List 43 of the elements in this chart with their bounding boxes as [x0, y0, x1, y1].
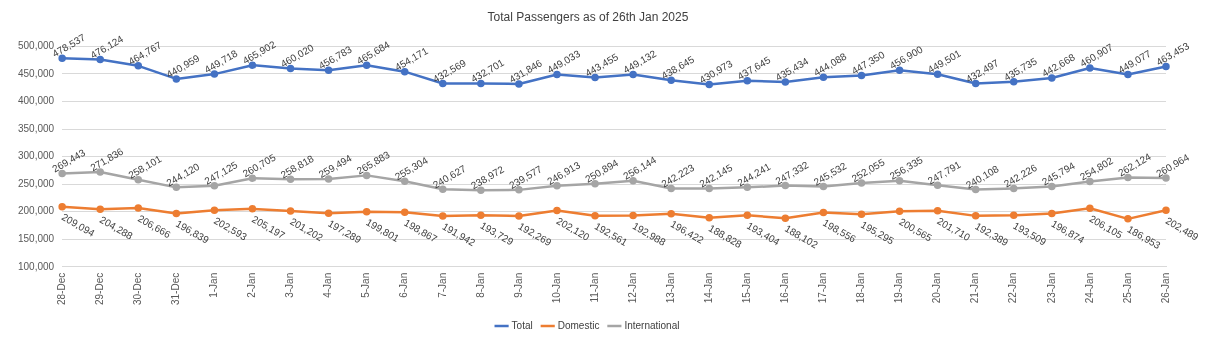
x-tick-label: 2-Jan — [246, 272, 258, 298]
x-tick-label: 5-Jan — [360, 272, 372, 298]
chart-title: Total Passengers as of 26th Jan 2025 — [487, 9, 689, 24]
y-tick-label: 500,000 — [17, 40, 55, 52]
x-tick-label: 11-Jan — [588, 272, 600, 303]
y-tick-label: 150,000 — [17, 232, 55, 244]
x-tick-label: 19-Jan — [893, 272, 905, 304]
legend-label: Total — [511, 319, 533, 331]
x-tick-label: 21-Jan — [969, 272, 981, 304]
x-tick-label: 29-Dec — [93, 272, 105, 306]
legend-label: International — [624, 319, 680, 331]
x-tick-label: 3-Jan — [284, 272, 296, 298]
x-tick-label: 4-Jan — [322, 272, 334, 298]
x-tick-label: 28-Dec — [55, 272, 67, 306]
x-tick-label: 23-Jan — [1045, 272, 1057, 304]
y-tick-label: 350,000 — [17, 122, 55, 134]
x-tick-label: 7-Jan — [436, 272, 448, 298]
y-tick-label: 300,000 — [17, 150, 55, 162]
x-tick-label: 22-Jan — [1007, 272, 1019, 304]
y-tick-label: 450,000 — [17, 67, 55, 79]
x-tick-label: 1-Jan — [208, 272, 220, 298]
x-tick-label: 14-Jan — [702, 272, 714, 304]
x-tick-label: 9-Jan — [512, 272, 524, 298]
y-tick-label: 200,000 — [17, 205, 55, 217]
x-tick-label: 20-Jan — [931, 272, 943, 304]
x-tick-label: 8-Jan — [474, 272, 486, 298]
x-tick-label: 18-Jan — [855, 272, 867, 304]
x-tick-label: 26-Jan — [1159, 272, 1171, 304]
x-tick-label: 31-Dec — [170, 272, 182, 306]
x-tick-label: 15-Jan — [741, 272, 753, 304]
x-tick-label: 24-Jan — [1083, 272, 1095, 304]
y-tick-label: 250,000 — [17, 177, 55, 189]
x-tick-label: 25-Jan — [1121, 272, 1133, 304]
y-tick-label: 400,000 — [17, 95, 55, 107]
x-tick-label: 16-Jan — [779, 272, 791, 304]
x-tick-label: 13-Jan — [664, 272, 676, 304]
x-tick-label: 12-Jan — [626, 272, 638, 304]
x-tick-label: 17-Jan — [817, 272, 829, 304]
y-tick-label: 100,000 — [17, 260, 55, 272]
x-tick-label: 6-Jan — [398, 272, 410, 298]
x-tick-label: 30-Dec — [132, 272, 144, 306]
legend-label: Domestic — [557, 319, 600, 331]
x-tick-label: 10-Jan — [550, 272, 562, 304]
